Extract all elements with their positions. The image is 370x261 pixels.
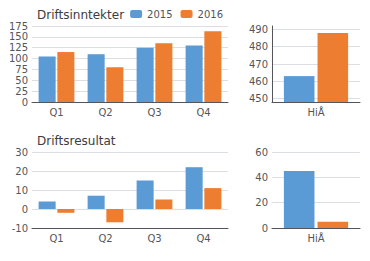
svg-text:20: 20 <box>255 197 268 208</box>
svg-text:HiÅ: HiÅ <box>307 106 324 118</box>
svg-text:480: 480 <box>249 41 268 52</box>
svg-text:Driftsinntekter: Driftsinntekter <box>37 8 124 22</box>
svg-text:75: 75 <box>15 64 28 75</box>
svg-text:Q4: Q4 <box>196 107 210 118</box>
svg-text:-10: -10 <box>12 223 28 234</box>
svg-text:Driftsresultat: Driftsresultat <box>37 134 116 148</box>
svg-text:Q2: Q2 <box>98 107 112 118</box>
svg-text:470: 470 <box>249 59 268 70</box>
svg-text:10: 10 <box>15 185 28 196</box>
svg-text:25: 25 <box>15 86 28 97</box>
svg-text:Q3: Q3 <box>147 107 161 118</box>
svg-text:40: 40 <box>255 172 268 183</box>
svg-text:HiÅ: HiÅ <box>307 232 324 244</box>
svg-text:150: 150 <box>9 31 28 42</box>
svg-text:50: 50 <box>15 75 28 86</box>
svg-text:175: 175 <box>9 21 28 32</box>
svg-text:0: 0 <box>22 204 28 215</box>
svg-text:2016: 2016 <box>198 9 223 20</box>
svg-text:450: 450 <box>249 93 268 104</box>
svg-text:Q1: Q1 <box>49 107 63 118</box>
svg-text:Q3: Q3 <box>147 233 161 244</box>
svg-text:0: 0 <box>22 97 28 108</box>
svg-text:Q1: Q1 <box>49 233 63 244</box>
svg-text:460: 460 <box>249 76 268 87</box>
svg-text:Q4: Q4 <box>196 233 210 244</box>
svg-text:Q2: Q2 <box>98 233 112 244</box>
svg-text:2015: 2015 <box>147 9 172 20</box>
svg-text:20: 20 <box>15 166 28 177</box>
svg-text:100: 100 <box>9 53 28 64</box>
svg-text:30: 30 <box>15 147 28 158</box>
svg-text:60: 60 <box>255 147 268 158</box>
svg-text:490: 490 <box>249 24 268 35</box>
svg-text:0: 0 <box>262 223 268 234</box>
svg-text:125: 125 <box>9 42 28 53</box>
